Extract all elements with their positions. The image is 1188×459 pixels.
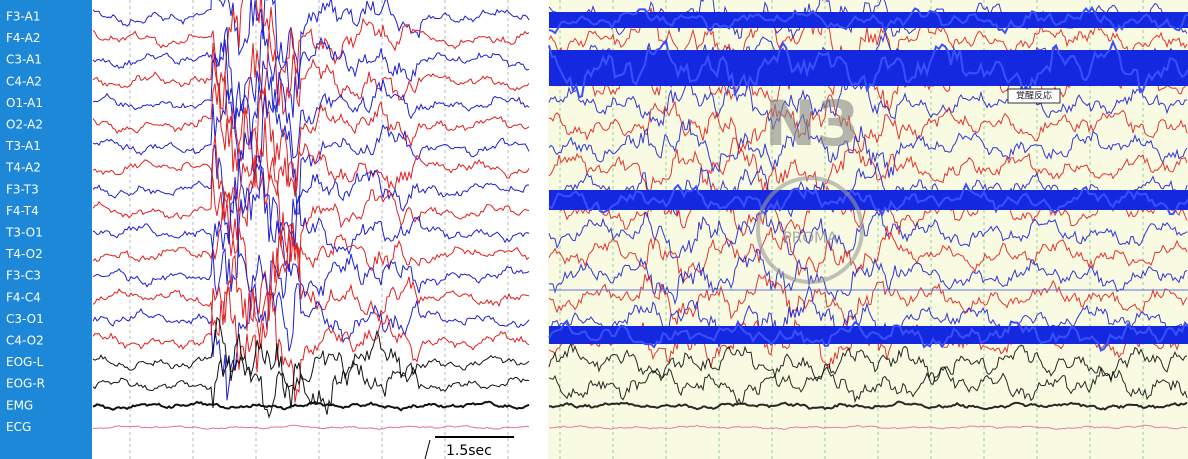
trace	[548, 366, 1188, 406]
channel-label: C4-A2	[6, 74, 42, 88]
channel-label: T3-A1	[5, 139, 41, 153]
trace	[92, 71, 530, 197]
channel-label: EOG-R	[6, 377, 45, 391]
trace	[92, 26, 530, 159]
trace	[548, 94, 1188, 153]
traces	[92, 0, 1188, 431]
channel-label: C3-O1	[6, 312, 44, 326]
trace	[548, 225, 1188, 285]
trace	[92, 400, 530, 412]
artifact-band	[548, 38, 1188, 99]
trace	[92, 0, 530, 95]
channel-labels: F3-A1 F4-A2 C3-A1 C4-A2 O1-A1 O2-A2 T3-A1 T4-A2…	[5, 10, 45, 434]
trace	[92, 165, 530, 297]
trace	[92, 144, 530, 272]
scale-tick	[424, 439, 431, 459]
trace	[92, 135, 530, 279]
trace	[92, 195, 530, 330]
watermark-circle	[756, 176, 864, 284]
trace	[548, 248, 1188, 306]
artifact-band	[549, 50, 1188, 86]
channel-label: F3-A1	[6, 10, 40, 24]
trace	[549, 424, 1188, 430]
trace	[92, 0, 530, 89]
trace	[548, 284, 1188, 349]
trace	[92, 117, 530, 241]
channel-label: F4-A2	[6, 31, 40, 45]
channel-label: ECG	[6, 420, 31, 434]
channel-label: F4-C4	[6, 290, 41, 304]
channel-label: EMG	[6, 398, 33, 412]
trace	[92, 223, 530, 349]
artifact-band	[548, 182, 1188, 218]
trace	[548, 273, 1188, 327]
trace	[92, 24, 530, 130]
trace	[92, 254, 530, 401]
channel-label: C4-O2	[6, 334, 44, 348]
trace	[92, 201, 530, 323]
artifact-band	[548, 319, 1188, 352]
trace	[92, 333, 530, 419]
channel-label: T3-O1	[5, 226, 43, 240]
scale-label: 1.5sec	[446, 443, 492, 459]
trace	[92, 424, 530, 431]
channel-label: T4-O2	[5, 247, 43, 261]
trace	[92, 31, 530, 162]
watermark: PROMA	[783, 229, 838, 247]
stage-label: N3	[764, 87, 859, 160]
annotation-box	[1007, 88, 1061, 104]
channel-label: F3-T3	[6, 182, 39, 196]
channel-label: O2-A2	[6, 118, 43, 132]
artifact-band	[548, 5, 1188, 35]
trace	[92, 316, 530, 409]
channel-label: T4-A2	[5, 161, 41, 175]
channel-label: F4-T4	[6, 204, 39, 218]
annotation: 覚醒反応	[1016, 90, 1052, 102]
trace	[548, 113, 1188, 178]
trace	[548, 400, 1188, 411]
trace	[92, 284, 530, 403]
channel-label: O1-A1	[6, 96, 43, 110]
channel-label: C3-A1	[6, 53, 42, 67]
channel-label: EOG-L	[6, 355, 44, 369]
channel-label: F3-C3	[6, 269, 41, 283]
channel-column	[0, 0, 92, 459]
trace	[92, 88, 530, 215]
trace	[548, 137, 1188, 194]
